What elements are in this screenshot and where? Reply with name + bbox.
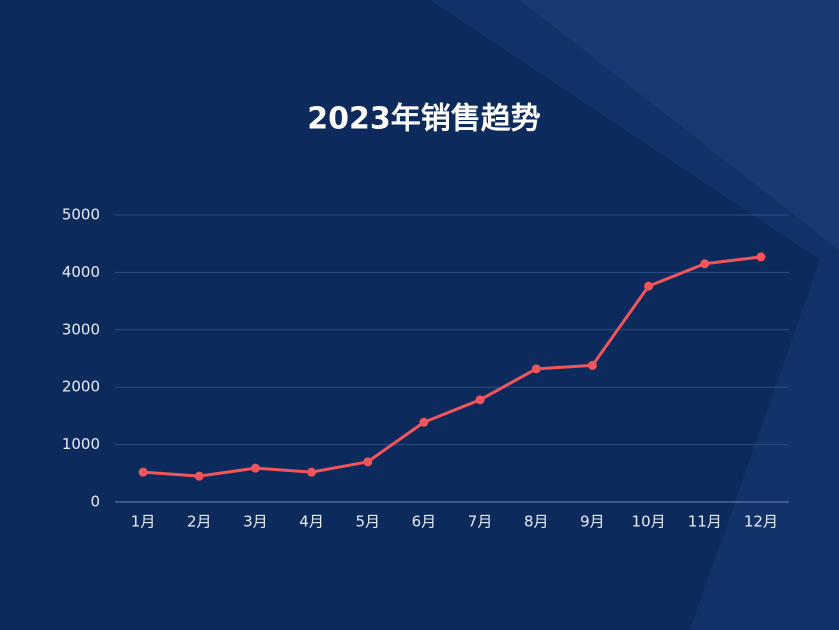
point (194, 471, 204, 481)
decoration (520, 0, 839, 250)
point (307, 467, 317, 477)
x-tick-label: 7月 (468, 513, 493, 531)
point (475, 395, 485, 405)
x-tick-label: 10月 (632, 513, 666, 531)
point (531, 364, 541, 374)
point (700, 259, 710, 269)
x-tick-label: 9月 (580, 513, 605, 531)
x-tick-label: 4月 (299, 513, 324, 531)
y-tick-label: 2000 (62, 378, 100, 396)
x-tick-label: 3月 (243, 513, 268, 531)
point (363, 457, 373, 467)
point (587, 360, 597, 370)
point (419, 417, 429, 427)
line (142, 255, 762, 478)
y-tick-label: 4000 (62, 263, 100, 281)
chart-title: 2023年销售趋势 (307, 102, 541, 137)
point (138, 467, 148, 477)
point (756, 252, 766, 262)
x-tick-label: 2月 (187, 513, 212, 531)
y-tick-label: 0 (90, 493, 100, 511)
point (250, 463, 260, 473)
y-tick-label: 5000 (62, 206, 100, 224)
point (644, 281, 654, 291)
x-tick-label: 6月 (412, 513, 437, 531)
x-tick-label: 8月 (524, 513, 549, 531)
x-tick-label: 1月 (131, 513, 156, 531)
y-tick-label: 1000 (62, 435, 100, 453)
x-tick-label: 5月 (355, 513, 380, 531)
x-tick-label: 11月 (688, 513, 722, 531)
x-tick-label: 12月 (744, 513, 778, 531)
y-tick-label: 3000 (62, 320, 100, 338)
